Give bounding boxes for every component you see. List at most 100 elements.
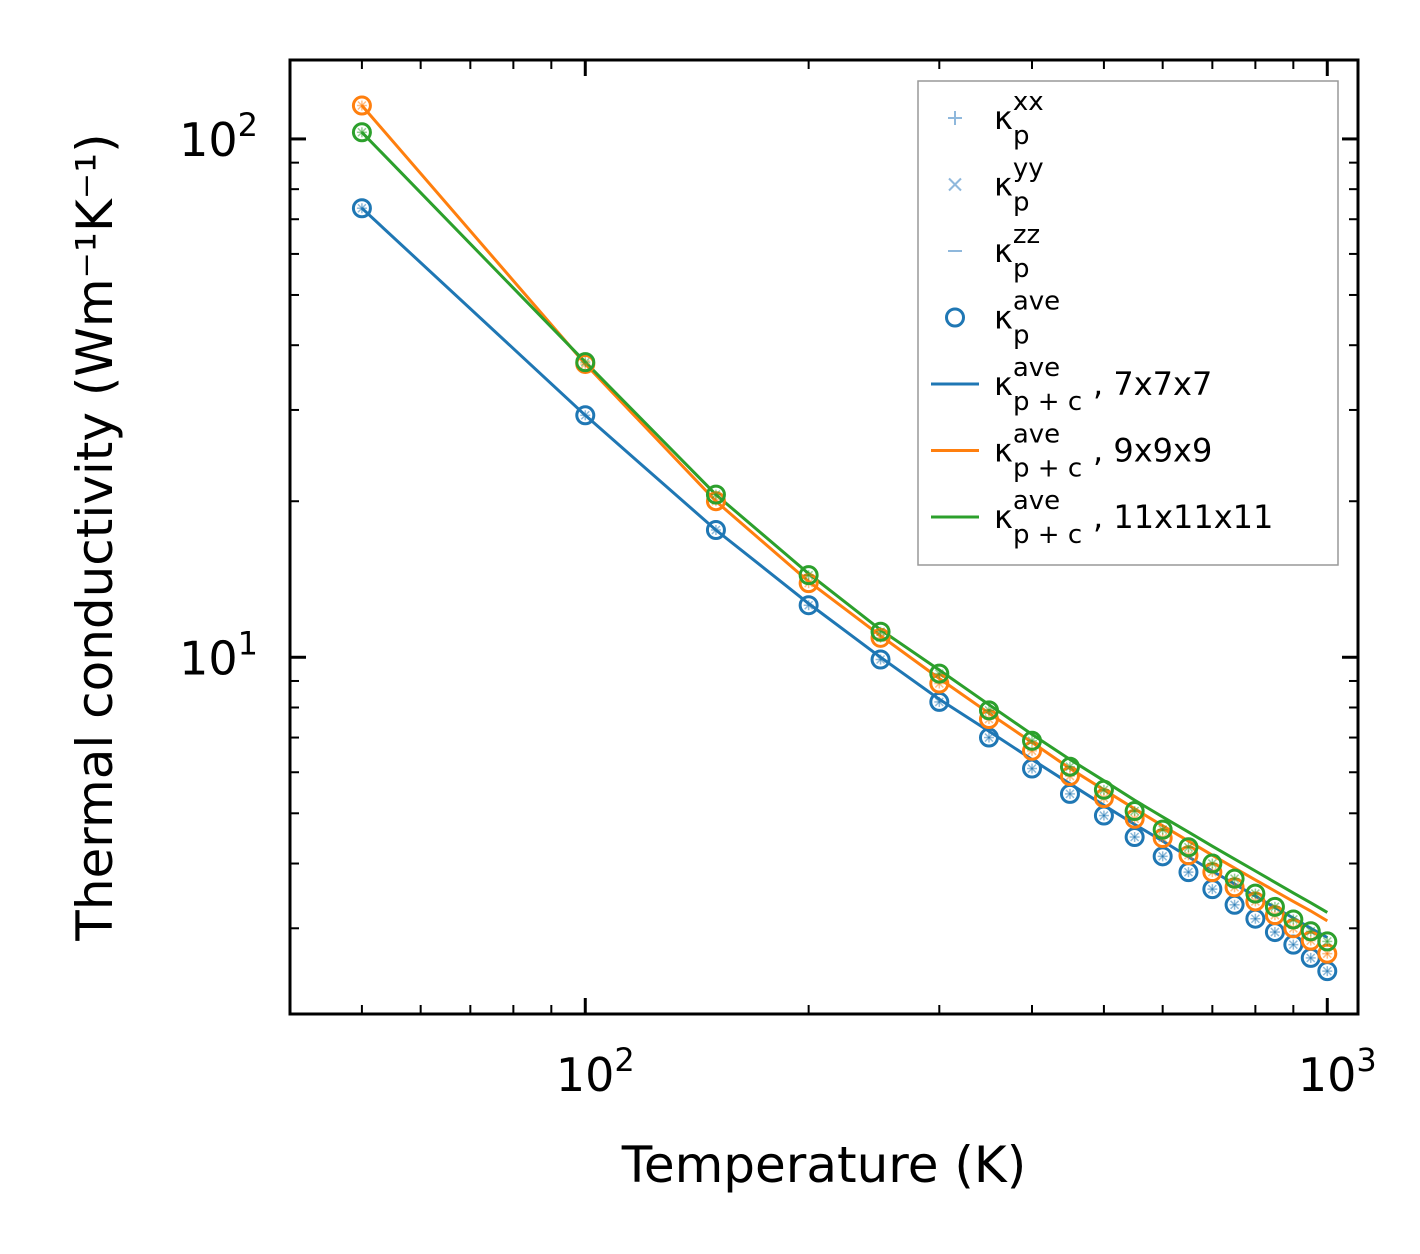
- legend-suffix: , 11x11x11: [1093, 498, 1273, 536]
- kappa-yy-marker: [1158, 825, 1168, 835]
- y-tick-label: 101: [179, 624, 258, 685]
- kappa-yy-marker: [1250, 914, 1260, 924]
- legend-subscript: p: [1013, 321, 1030, 351]
- kappa-yy-marker: [984, 733, 994, 743]
- legend-suffix: , 9x9x9: [1093, 432, 1212, 470]
- kappa-yy-marker: [1270, 902, 1280, 912]
- kappa-yy-marker: [357, 100, 367, 111]
- kappa-yy-marker: [1322, 966, 1332, 976]
- plot-frame: [288, 58, 1360, 1016]
- kappa-yy-marker: [1183, 842, 1193, 852]
- kappa-yy-marker: [1306, 926, 1316, 936]
- kappa-yy-marker: [804, 600, 814, 610]
- kappa-yy-marker: [876, 627, 886, 637]
- x-axis-title: Temperature (K): [621, 1136, 1026, 1194]
- kappa-yy-marker: [1230, 900, 1240, 910]
- tick-layer: 102 103 101 102: [179, 60, 1377, 1102]
- kappa-yy-marker: [1158, 851, 1168, 861]
- kappa-yy-marker: [1183, 867, 1193, 877]
- legend-label: κave: [994, 353, 1060, 403]
- kappa-yy-marker: [1065, 762, 1075, 772]
- legend-subscript: p: [1013, 121, 1030, 151]
- kappa-yy-marker: [804, 570, 814, 580]
- legend-label: κave: [994, 486, 1060, 536]
- legend-label: κave: [994, 420, 1060, 470]
- kappa-yy-marker: [357, 127, 367, 137]
- kappa-yy-marker: [934, 669, 944, 679]
- kappa-yy-marker: [1065, 789, 1075, 799]
- legend-subscript: p + c: [1013, 454, 1082, 484]
- data-point: [351, 95, 372, 116]
- data-point: [870, 621, 891, 642]
- kappa-yy-marker: [876, 654, 886, 665]
- kappa-yy-marker: [580, 357, 590, 367]
- data-point: [1245, 883, 1266, 904]
- legend-subscript: p: [1013, 254, 1030, 284]
- legend-label: κzz: [994, 220, 1040, 270]
- data-point: [1317, 931, 1338, 952]
- data-point: [351, 122, 372, 143]
- data-point: [1178, 837, 1199, 858]
- kappa-yy-marker: [1207, 858, 1217, 869]
- data-point: [1202, 853, 1223, 874]
- kappa-yy-marker: [580, 410, 590, 420]
- y-tick-label: 102: [179, 106, 258, 167]
- x-tick-label: 103: [1298, 1041, 1377, 1102]
- circle-marker-icon: [945, 307, 965, 328]
- legend-label: κxx: [994, 87, 1044, 137]
- kappa-yy-marker: [1250, 889, 1260, 899]
- legend-subscript: p + c: [1013, 387, 1082, 417]
- data-point: [1022, 730, 1043, 751]
- data-point: [1059, 756, 1080, 777]
- data-point: [351, 198, 372, 219]
- data-point: [1152, 819, 1173, 840]
- data-point: [575, 352, 596, 373]
- legend-label: κyy: [994, 154, 1044, 204]
- kappa-yy-marker: [1207, 884, 1217, 894]
- series-markers-11x11x11: [351, 122, 1338, 952]
- kappa-yy-marker: [1027, 764, 1037, 774]
- kappa-yy-marker: [711, 490, 721, 500]
- kappa-yy-marker: [1306, 953, 1316, 963]
- data-point: [1093, 779, 1114, 800]
- kappa-yy-marker: [1230, 874, 1240, 884]
- kappa-yy-marker: [1288, 940, 1298, 950]
- data-layer: [351, 95, 1338, 982]
- x-tick-label: 102: [556, 1041, 635, 1102]
- series-line-7x7x7: [360, 207, 1329, 939]
- data-point: [705, 520, 726, 541]
- data-point: [1283, 909, 1304, 930]
- kappa-yy-marker: [1270, 927, 1280, 937]
- data-point: [1224, 868, 1245, 889]
- legend-subscript: p: [1013, 188, 1030, 218]
- kappa-yy-marker: [1099, 811, 1109, 821]
- kappa-yy-marker: [934, 697, 944, 707]
- kappa-yy-marker: [1130, 806, 1140, 816]
- cross-marker-icon: [948, 177, 962, 192]
- kappa-yy-marker: [357, 203, 367, 213]
- legend-suffix: , 7x7x7: [1093, 365, 1212, 403]
- legend-label: κave: [994, 287, 1060, 337]
- data-point: [978, 727, 999, 748]
- data-point: [929, 663, 950, 684]
- data-point: [978, 700, 999, 721]
- series-line-11x11x11: [360, 131, 1329, 914]
- data-point: [870, 649, 891, 670]
- data-point: [1300, 921, 1321, 942]
- kappa-yy-marker: [1288, 914, 1298, 924]
- kappa-yy-marker: [711, 525, 721, 535]
- kappa-yy-marker: [1130, 832, 1140, 842]
- data-point: [1264, 896, 1285, 917]
- kappa-yy-marker: [984, 705, 994, 715]
- kappa-yy-marker: [1099, 785, 1109, 795]
- data-point: [798, 565, 819, 586]
- data-point: [798, 595, 819, 616]
